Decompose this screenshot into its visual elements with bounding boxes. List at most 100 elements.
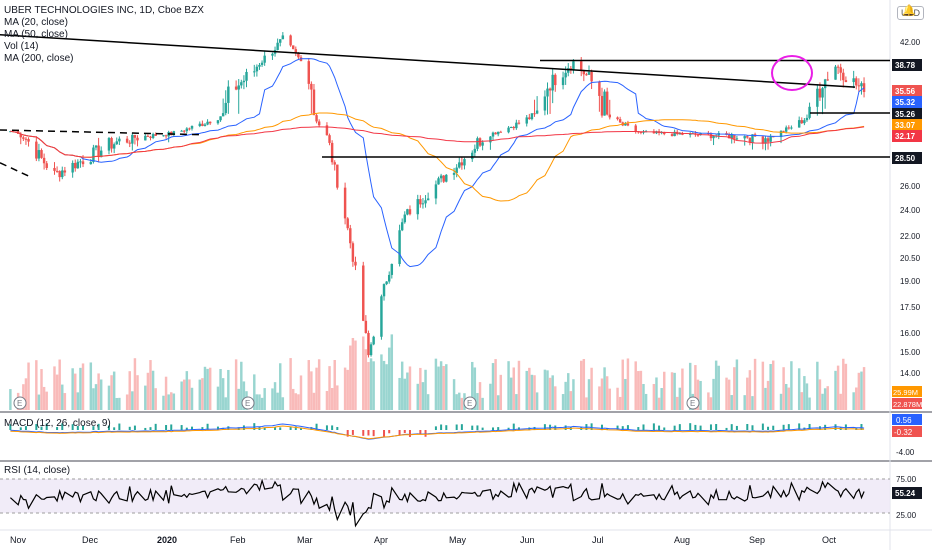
candle-body xyxy=(761,136,765,144)
volume-bar xyxy=(743,395,746,410)
volume-bar xyxy=(201,378,204,410)
candle-body xyxy=(260,62,264,65)
y-tick-label: 25.00 xyxy=(896,511,917,520)
candle-body xyxy=(561,77,565,86)
price-label-bg xyxy=(892,130,922,142)
candle-body xyxy=(112,144,116,149)
candle-body xyxy=(634,125,637,132)
vol-label-bg xyxy=(892,398,922,409)
rsi-legend: RSI (14, close) xyxy=(4,465,70,477)
candle-body xyxy=(40,150,43,158)
volume-bar xyxy=(380,354,383,410)
candle-body xyxy=(162,135,165,137)
macd-histogram-bar xyxy=(725,427,728,430)
volume-bar xyxy=(81,363,85,410)
candle-body xyxy=(237,85,240,90)
volume-bar xyxy=(362,336,365,410)
volume-bar xyxy=(151,370,155,410)
candle-body xyxy=(151,134,155,138)
candle-body xyxy=(862,83,866,92)
candle-body xyxy=(110,138,113,149)
candle-body xyxy=(515,122,518,129)
candle-body xyxy=(22,137,25,139)
candle-body xyxy=(463,159,466,166)
volume-bar xyxy=(227,369,230,410)
candle-body xyxy=(790,127,793,129)
macd-title[interactable]: MACD (12, 26, close, 9) xyxy=(4,418,111,429)
macd-histogram-bar xyxy=(678,424,681,430)
legend-ma50[interactable]: MA (50, close) xyxy=(4,29,68,40)
alert-bell-icon[interactable]: 🔔 xyxy=(902,5,916,17)
volume-bar xyxy=(626,358,630,410)
ma200-line xyxy=(10,126,865,158)
candle-body xyxy=(476,138,479,149)
price-label: 35.26 xyxy=(895,110,916,119)
macd-histogram-bar xyxy=(185,427,188,430)
volume-bar xyxy=(263,388,266,410)
volume-bar xyxy=(676,396,679,410)
volume-bar xyxy=(790,361,793,410)
macd-histogram-bar xyxy=(367,430,370,436)
macd-histogram-bar xyxy=(149,427,152,430)
vol-label: 22.878M xyxy=(893,400,922,409)
candle-body xyxy=(97,145,100,158)
trendline-dashed xyxy=(0,129,201,136)
volume-bar xyxy=(349,345,352,410)
candle-body xyxy=(416,199,419,215)
legend-ma200[interactable]: MA (200, close) xyxy=(4,53,74,64)
macd-histogram-bar xyxy=(455,424,458,430)
macd-histogram-bar xyxy=(626,425,629,430)
volume-bar xyxy=(663,371,666,410)
volume-bar xyxy=(769,364,772,410)
candle-body xyxy=(42,157,46,164)
candle-body xyxy=(291,45,295,50)
candle-body xyxy=(351,243,355,262)
candle-body xyxy=(424,200,427,204)
candle-body xyxy=(507,127,510,133)
volume-bar xyxy=(797,368,801,410)
candle-body xyxy=(81,161,85,165)
rsi-title[interactable]: RSI (14, close) xyxy=(4,465,71,476)
candle-body xyxy=(782,130,785,132)
price-label-bg xyxy=(892,85,922,97)
legend-ma20[interactable]: MA (20, close) xyxy=(4,17,68,28)
legend-vol[interactable]: Vol (14) xyxy=(4,41,39,52)
candle-body xyxy=(198,123,202,127)
macd-histogram-bar xyxy=(616,425,619,430)
volume-bar xyxy=(45,391,48,410)
candle-body xyxy=(281,35,285,40)
candle-body xyxy=(421,203,425,205)
candle-body xyxy=(533,113,536,115)
macd-histogram-bar xyxy=(294,426,297,430)
volume-bar xyxy=(784,383,788,410)
candle-body xyxy=(190,126,194,129)
volume-bar xyxy=(496,395,500,410)
macd-histogram-bar xyxy=(460,424,463,430)
macd-histogram-bar xyxy=(216,426,219,430)
macd-histogram-bar xyxy=(180,425,183,430)
candle-body xyxy=(823,79,827,89)
candle-body xyxy=(131,134,134,144)
candle-body xyxy=(206,121,209,125)
macd-histogram-bar xyxy=(642,424,645,430)
macd-histogram-bar xyxy=(56,427,59,430)
volume-bar xyxy=(149,360,152,410)
x-tick-label: Sep xyxy=(749,535,765,545)
volume-bar xyxy=(22,384,25,410)
candle-body xyxy=(528,117,531,120)
volume-bar xyxy=(855,387,858,410)
volume-bar xyxy=(112,371,116,410)
volume-bar xyxy=(125,394,129,410)
currency-button[interactable]: USD xyxy=(896,6,924,20)
candle-body xyxy=(253,71,256,73)
earnings-marker-circle xyxy=(241,396,255,410)
volume-bar xyxy=(624,378,627,410)
candle-body xyxy=(605,91,609,115)
volume-bar xyxy=(9,389,12,410)
candle-body xyxy=(494,132,497,135)
volume-bar xyxy=(61,384,64,410)
volume-bar xyxy=(206,368,209,410)
macd-histogram-bar xyxy=(652,423,655,430)
volume-bar xyxy=(605,376,609,410)
